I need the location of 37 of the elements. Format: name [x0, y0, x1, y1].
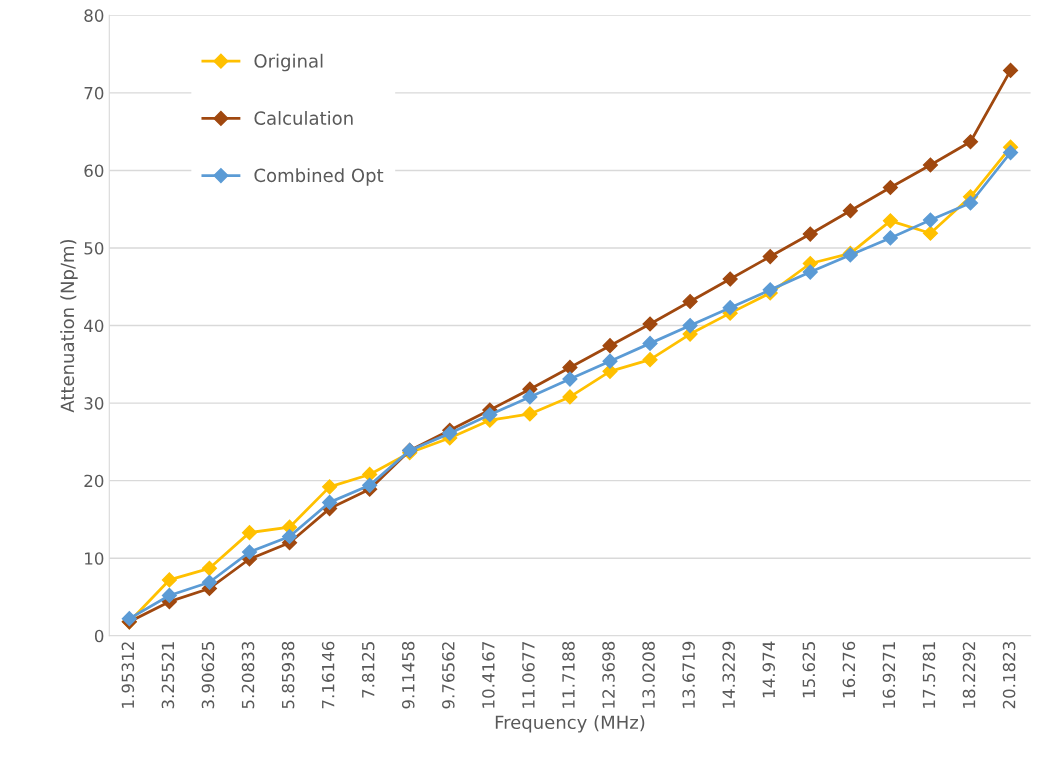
- x-tick-label: 3.25521: [161, 642, 175, 709]
- x-tick-label: 18.2292: [962, 642, 976, 708]
- y-tick-label: 80: [84, 9, 104, 22]
- y-tick-label: 70: [84, 86, 104, 100]
- legend-label: Combined Opt: [254, 168, 384, 186]
- y-axis-title: Attenuation (Np/m): [60, 239, 78, 413]
- x-tick-label: 15.625: [802, 642, 816, 698]
- x-tick-label: 20.1823: [1002, 641, 1016, 709]
- x-tick-label: 16.9271: [882, 642, 896, 708]
- y-tick-label: 50: [84, 241, 104, 255]
- x-tick-label: 14.3229: [722, 641, 736, 708]
- x-tick-label: 9.11458: [401, 641, 415, 709]
- x-tick-label: 7.16146: [321, 641, 335, 709]
- legend-label: Calculation: [254, 110, 353, 125]
- legend-label: Original: [254, 53, 323, 72]
- x-tick-label: 14.974: [762, 641, 776, 698]
- x-axis-title: Frequency (MHz): [495, 715, 645, 733]
- x-tick-label: 5.20833: [241, 641, 255, 709]
- x-tick-label: 12.3698: [602, 641, 615, 708]
- x-tick-label: 13.0208: [642, 641, 655, 708]
- y-tick-label: 20: [84, 474, 104, 488]
- x-tick-label: 17.5781: [922, 642, 936, 708]
- x-tick-label: 11.7188: [562, 641, 575, 708]
- y-tick-label: 30: [84, 397, 104, 410]
- x-tick-label: 13.6719: [682, 641, 695, 708]
- y-tick-label: 10: [85, 552, 104, 565]
- x-tick-label: 11.0677: [522, 642, 535, 708]
- x-tick-label: 1.95312: [121, 642, 135, 708]
- x-tick-label: 10.4167: [482, 642, 495, 708]
- y-tick-label: 60: [84, 164, 104, 177]
- x-tick-label: 5.85938: [281, 641, 295, 709]
- y-tick-label: 0: [94, 629, 104, 643]
- x-tick-label: 7.8125: [361, 642, 375, 698]
- y-tick-label: 40: [84, 319, 104, 333]
- x-tick-label: 9.76562: [442, 642, 455, 709]
- x-tick-label: 16.276: [842, 641, 856, 698]
- x-tick-label: 3.90625: [201, 642, 215, 709]
